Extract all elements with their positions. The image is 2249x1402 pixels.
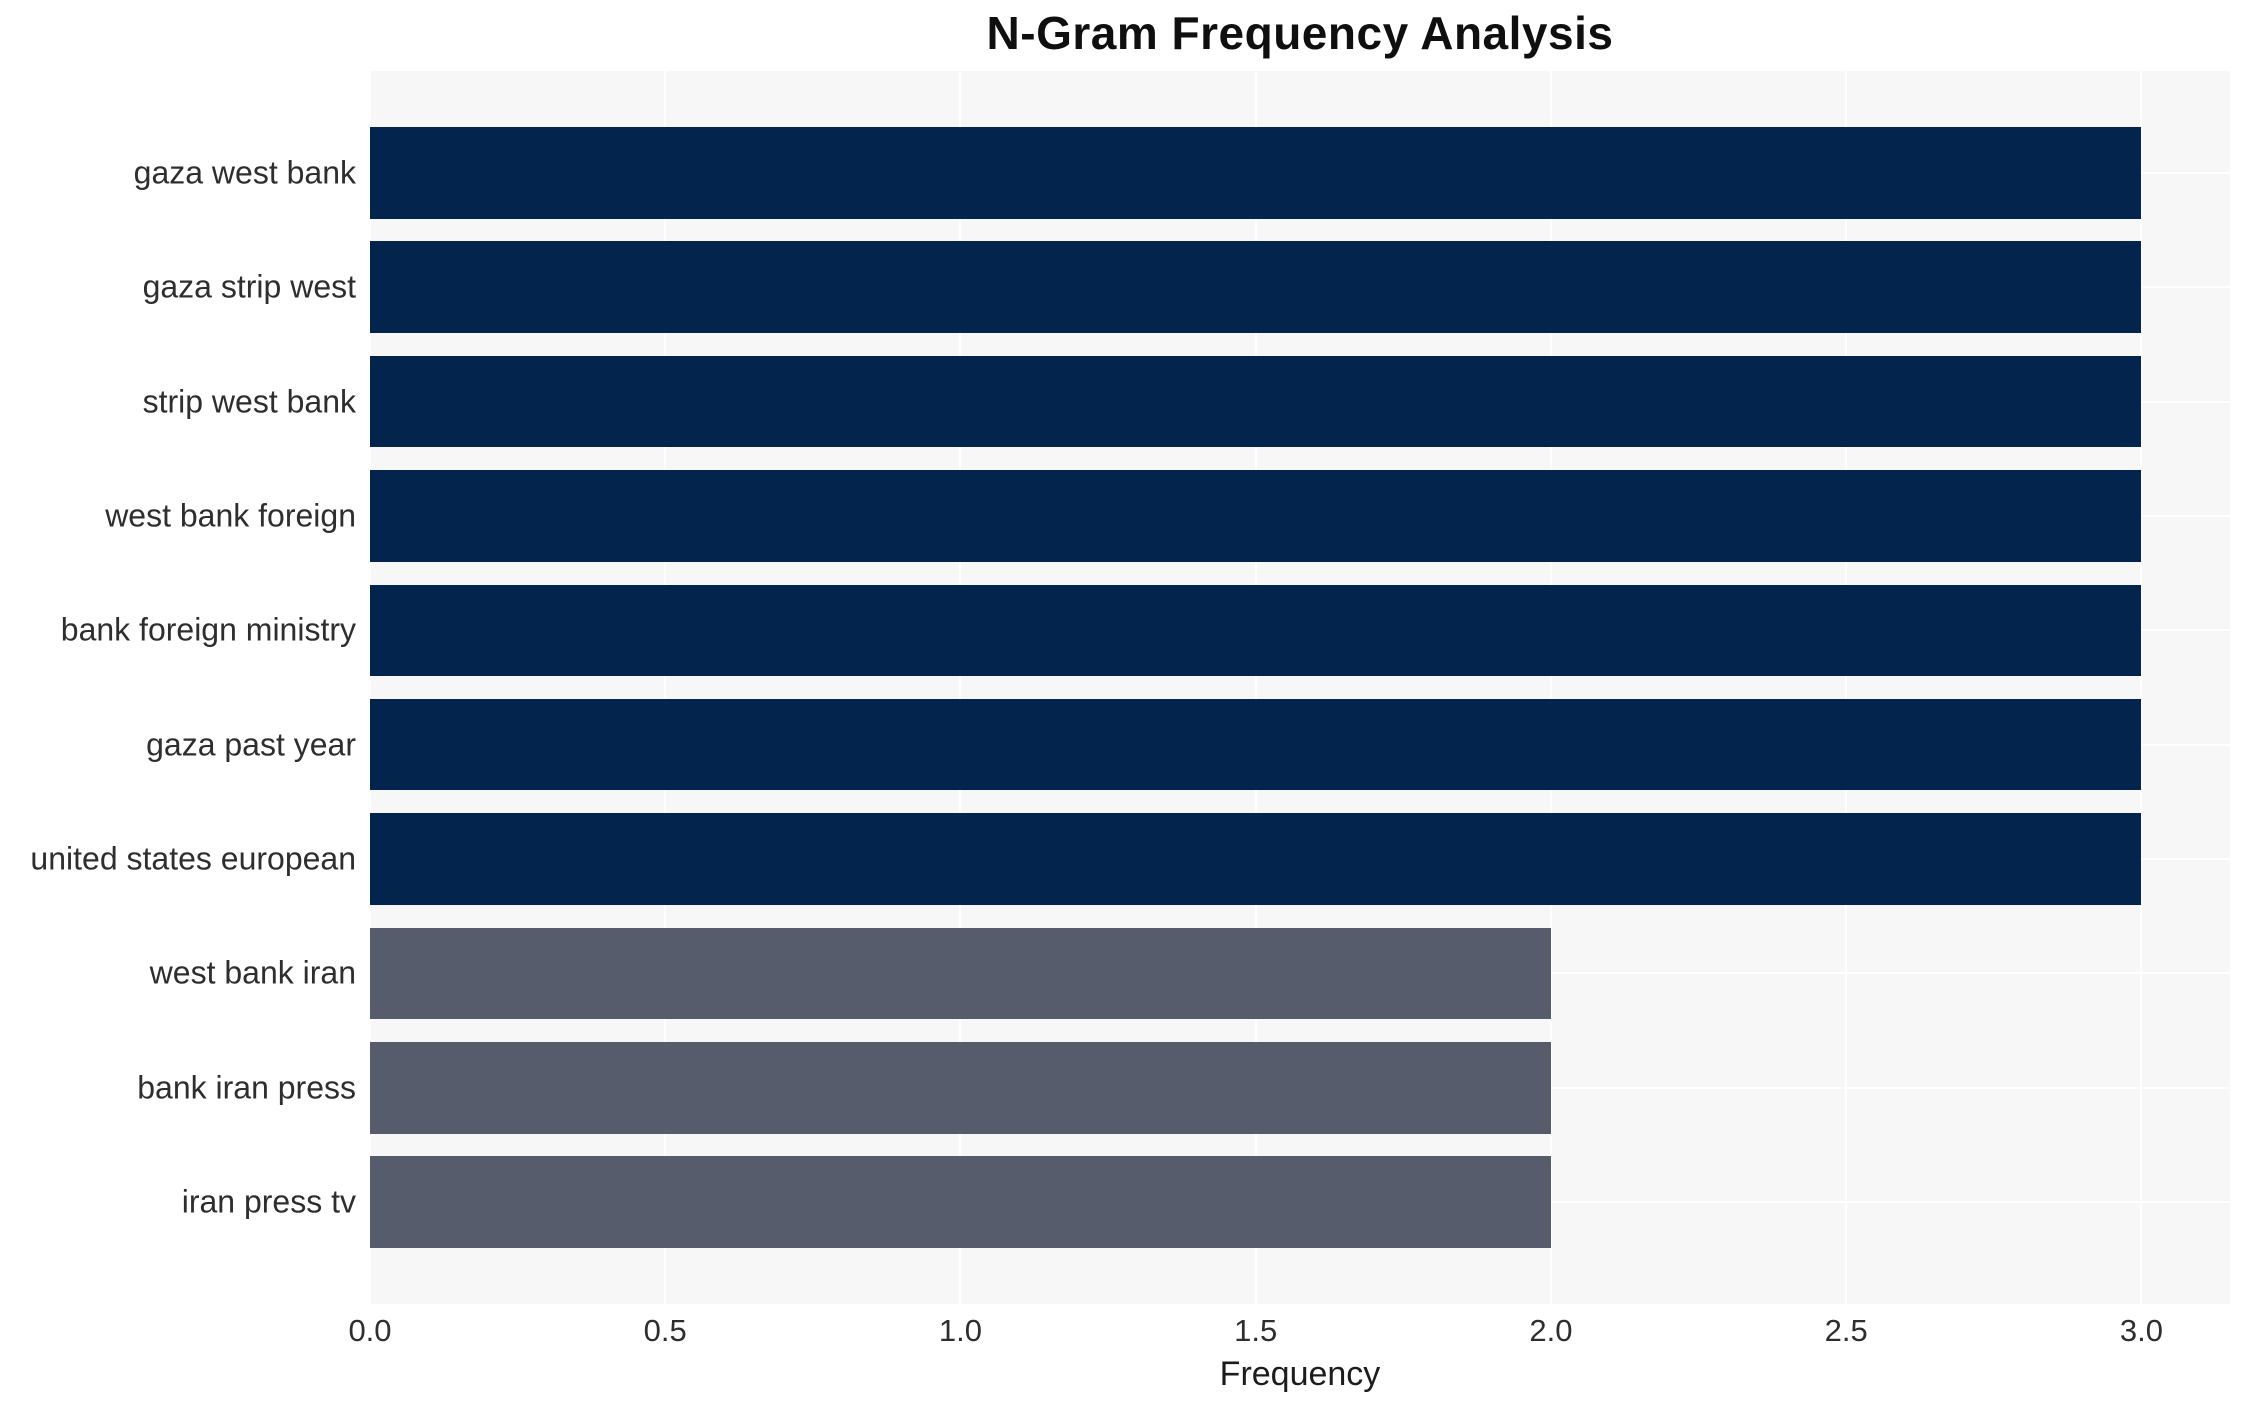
plot-area — [369, 71, 2230, 1304]
bar-gaza-west-bank — [370, 127, 2142, 219]
bar-gaza-strip-west — [370, 241, 2142, 333]
bar-gaza-past-year — [370, 698, 2142, 791]
y-axis-label: gaza strip west — [142, 268, 356, 305]
x-tick-label: 0.5 — [643, 1313, 687, 1348]
y-axis-label: strip west bank — [142, 383, 356, 420]
bar-bank-foreign-ministry — [370, 584, 2142, 677]
y-axis-label: west bank iran — [149, 954, 356, 991]
bar-west-bank-iran — [370, 927, 1551, 1020]
gridline-vertical — [1549, 71, 1552, 1304]
gridline-vertical — [959, 71, 962, 1304]
y-axis-label: gaza past year — [146, 726, 356, 763]
x-tick-label: 3.0 — [2119, 1313, 2163, 1348]
gridline-vertical — [2140, 71, 2143, 1304]
y-axis-label: bank foreign ministry — [60, 611, 356, 648]
x-axis-title: Frequency — [1219, 1355, 1381, 1393]
bar-strip-west-bank — [370, 355, 2142, 448]
bar-west-bank-foreign — [370, 470, 2142, 562]
chart-title: N-Gram Frequency Analysis — [986, 7, 1614, 59]
y-axis-label: united states european — [30, 840, 356, 877]
bar-bank-iran-press — [370, 1042, 1551, 1134]
bar-united-states-european — [370, 813, 2142, 905]
gridline-vertical — [664, 71, 667, 1304]
x-tick-label: 0.0 — [348, 1313, 392, 1348]
gridline-vertical — [369, 71, 371, 1304]
y-axis-label: iran press tv — [181, 1183, 356, 1220]
x-axis-ticks: 0.0 0.5 1.0 1.5 2.0 2.5 3.0 — [348, 1313, 2230, 1355]
y-axis-label: gaza west bank — [133, 154, 356, 191]
bar-iran-press-tv — [370, 1156, 1551, 1248]
gridline-vertical — [1254, 71, 1257, 1304]
y-axis-labels: gaza west bank gaza strip west strip west … — [0, 71, 356, 1304]
x-tick-label: 1.5 — [1234, 1313, 1278, 1348]
x-tick-label: 2.0 — [1529, 1313, 1573, 1348]
x-tick-label: 1.0 — [938, 1313, 983, 1348]
gridline-vertical — [1845, 71, 1848, 1304]
y-axis-label: bank iran press — [137, 1069, 356, 1106]
y-axis-label: west bank foreign — [105, 497, 356, 534]
x-tick-label: 2.5 — [1824, 1313, 1868, 1348]
